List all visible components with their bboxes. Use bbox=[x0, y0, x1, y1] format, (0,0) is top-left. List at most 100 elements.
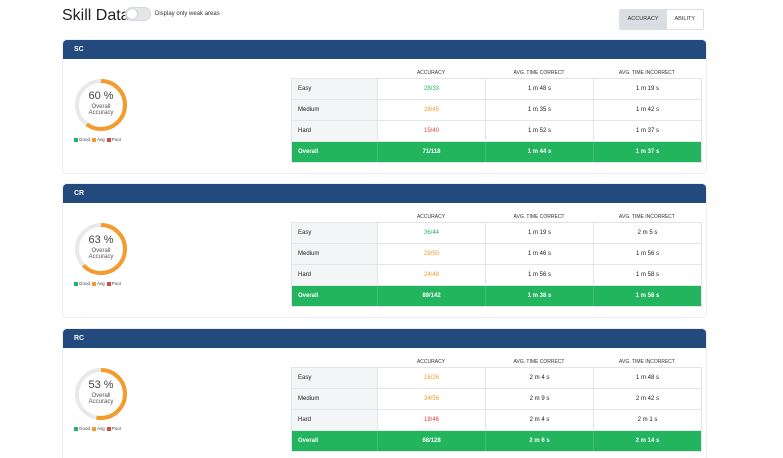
tab-accuracy[interactable]: ACCURACY bbox=[619, 10, 667, 29]
row-label: Hard bbox=[292, 410, 377, 430]
accuracy-cell: 16/26 bbox=[377, 368, 485, 388]
row-label: Easy bbox=[292, 223, 377, 243]
accuracy-donut: 63 % Overall Accuracy bbox=[73, 221, 129, 277]
donut-arc bbox=[75, 223, 127, 275]
donut-caption: Overall bbox=[91, 104, 111, 110]
legend-swatch bbox=[74, 281, 78, 286]
time-correct-cell: 1 m 19 s bbox=[485, 223, 593, 243]
legend-item: Avg bbox=[92, 426, 105, 431]
weak-areas-toggle[interactable] bbox=[125, 7, 151, 21]
time-correct-cell: 1 m 48 s bbox=[485, 79, 593, 99]
rating-legend: Good Avg Poor bbox=[74, 281, 123, 286]
column-header: AVG. TIME INCORRECT bbox=[619, 214, 675, 220]
legend-label: Good bbox=[79, 137, 91, 142]
row-label: Overall bbox=[298, 149, 319, 155]
legend-label: Poor bbox=[111, 137, 122, 142]
donut-caption: Overall bbox=[91, 393, 111, 399]
legend-item: Poor bbox=[106, 137, 122, 142]
row-label: Hard bbox=[292, 265, 377, 285]
legend-item: Poor bbox=[106, 426, 122, 431]
column-header: AVG. TIME INCORRECT bbox=[619, 359, 675, 365]
donut-caption: Overall bbox=[91, 248, 111, 254]
page-header: Skill Data Display only weak areas ACCUR… bbox=[62, 5, 706, 31]
legend-label: Poor bbox=[111, 426, 122, 431]
row-label: Easy bbox=[292, 79, 377, 99]
time-incorrect-cell: 1 m 42 s bbox=[593, 100, 701, 120]
accuracy-percent: 63 % bbox=[88, 234, 114, 246]
row-label: Overall bbox=[298, 293, 319, 299]
skill-panel-cr: CR 63 % Overall Accuracy Good Avg Poor ACCURACY… bbox=[62, 183, 707, 318]
panel-title: CR bbox=[63, 184, 706, 203]
time-incorrect-cell: 2 m 1 s bbox=[593, 410, 701, 430]
legend-label: Good bbox=[79, 426, 91, 431]
legend-item: Good bbox=[74, 426, 90, 431]
legend-swatch bbox=[106, 426, 111, 431]
legend-item: Avg bbox=[92, 137, 105, 142]
time-correct-cell: 1 m 44 s bbox=[485, 142, 593, 162]
legend-swatch bbox=[74, 426, 78, 431]
column-header: ACCURACY bbox=[416, 214, 446, 220]
time-correct-cell: 1 m 52 s bbox=[485, 121, 593, 141]
donut-caption: Accuracy bbox=[88, 110, 114, 116]
accuracy-cell: 15/40 bbox=[377, 121, 485, 141]
column-header: AVG. TIME CORRECT bbox=[513, 214, 565, 220]
column-header: AVG. TIME CORRECT bbox=[513, 70, 565, 76]
legend-swatch bbox=[106, 281, 111, 286]
donut-arc bbox=[75, 79, 127, 131]
legend-swatch bbox=[92, 426, 97, 431]
row-label: Hard bbox=[292, 121, 377, 141]
panel-title: SC bbox=[63, 40, 706, 59]
toggle-knob bbox=[127, 9, 137, 19]
accuracy-cell: 68/128 bbox=[377, 431, 485, 451]
time-incorrect-cell: 1 m 58 s bbox=[593, 265, 701, 285]
weak-areas-toggle-label: Display only weak areas bbox=[155, 11, 220, 17]
time-correct-cell: 1 m 56 s bbox=[485, 265, 593, 285]
time-correct-cell: 1 m 38 s bbox=[485, 286, 593, 306]
accuracy-donut: 60 % Overall Accuracy bbox=[73, 77, 129, 133]
time-correct-cell: 2 m 4 s bbox=[485, 368, 593, 388]
legend-swatch bbox=[92, 137, 97, 142]
accuracy-cell: 89/142 bbox=[377, 286, 485, 306]
legend-label: Avg bbox=[97, 281, 105, 286]
time-incorrect-cell: 1 m 58 s bbox=[593, 286, 701, 306]
donut-caption: Accuracy bbox=[88, 254, 114, 260]
time-correct-cell: 1 m 35 s bbox=[485, 100, 593, 120]
accuracy-cell: 29/50 bbox=[377, 244, 485, 264]
legend-label: Avg bbox=[97, 137, 105, 142]
row-label: Medium bbox=[292, 244, 377, 264]
tab-ability[interactable]: ABILITY bbox=[666, 10, 703, 29]
column-header: AVG. TIME CORRECT bbox=[513, 359, 565, 365]
column-header: AVG. TIME INCORRECT bbox=[619, 70, 675, 76]
time-correct-cell: 2 m 6 s bbox=[485, 431, 593, 451]
accuracy-cell: 18/46 bbox=[377, 410, 485, 430]
row-label: Easy bbox=[292, 368, 377, 388]
time-incorrect-cell: 1 m 19 s bbox=[593, 79, 701, 99]
legend-label: Good bbox=[79, 281, 91, 286]
time-correct-cell: 1 m 46 s bbox=[485, 244, 593, 264]
donut-arc bbox=[75, 368, 127, 420]
legend-label: Avg bbox=[97, 426, 105, 431]
accuracy-cell: 28/33 bbox=[377, 79, 485, 99]
time-incorrect-cell: 2 m 14 s bbox=[593, 431, 701, 451]
accuracy-cell: 34/56 bbox=[377, 389, 485, 409]
accuracy-percent: 53 % bbox=[88, 379, 114, 391]
accuracy-donut: 53 % Overall Accuracy bbox=[73, 366, 129, 422]
time-correct-cell: 2 m 9 s bbox=[485, 389, 593, 409]
time-incorrect-cell: 1 m 48 s bbox=[593, 368, 701, 388]
legend-label: Poor bbox=[111, 281, 122, 286]
legend-item: Good bbox=[74, 281, 90, 286]
legend-item: Good bbox=[74, 137, 90, 142]
